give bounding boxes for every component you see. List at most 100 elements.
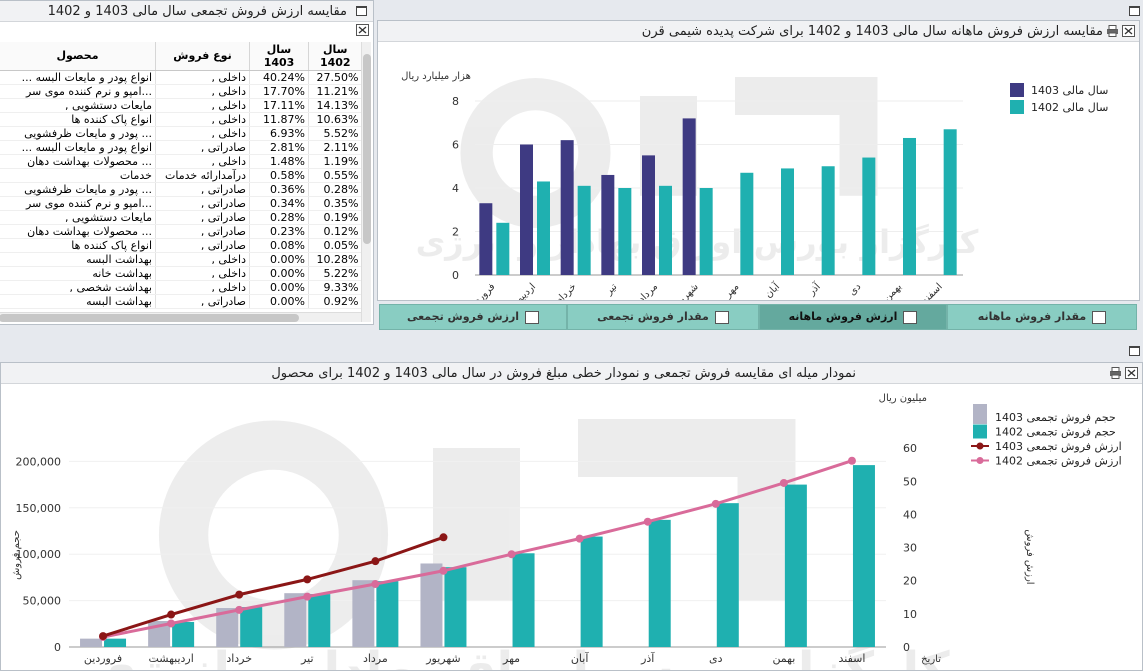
bar-1402 <box>577 185 591 275</box>
tab-label: ارزش فروش تجمعی <box>406 310 520 323</box>
scrollbar-thumb[interactable] <box>363 54 371 244</box>
col-header-type[interactable]: نوع فروش <box>155 42 250 71</box>
y-left-tick-label: 100,000 <box>16 548 62 561</box>
legend-label: سال مالی 1403 <box>1031 84 1108 97</box>
bar-1402 <box>784 484 807 647</box>
export-excel-icon[interactable] <box>356 24 369 36</box>
table-row[interactable]: 10.28% 0.00% داخلی , بهداشت البسه <box>0 252 362 267</box>
monthly-chart-title: مقایسه ارزش فروش ماهانه سال مالی 1403 و … <box>378 21 1139 42</box>
table-row[interactable]: 0.19% 0.28% صادراتی , مایعات دستشویی , <box>0 210 362 225</box>
table-row[interactable]: 0.05% 0.08% صادراتی , انواع پاک کننده ها <box>0 238 362 253</box>
cell-type: داخلی , <box>155 84 250 99</box>
table-row[interactable]: 1.19% 1.48% داخلی ,... محصولات بهداشت دهان <box>0 154 362 169</box>
legend-label: سال مالی 1402 <box>1031 101 1108 114</box>
scrollbar-thumb-h[interactable] <box>0 314 299 322</box>
cell-product: ...امپو و نرم کننده موی سر <box>0 84 156 99</box>
cell-product: مایعات دستشویی , <box>0 210 156 225</box>
cell-y1402: 0.55% <box>308 168 362 183</box>
x-tick-label: شهریور <box>670 281 701 301</box>
table-horizontal-scrollbar[interactable] <box>0 312 361 322</box>
y-right-unit-label: میلیون ریال <box>879 393 927 404</box>
col-header-product[interactable]: محصول <box>0 42 156 71</box>
table-vertical-scrollbar[interactable] <box>361 42 371 322</box>
watermark-shape <box>578 419 796 477</box>
cell-type: داخلی , <box>155 70 250 85</box>
bar-1402 <box>240 607 263 647</box>
cell-type: درآمدارائه خدمات <box>155 168 250 183</box>
line-point <box>167 619 176 628</box>
table-row[interactable]: 14.13% 17.11% داخلی , مایعات دستشویی , <box>0 98 362 113</box>
bar-1402 <box>862 157 876 275</box>
bar-1403 <box>682 118 696 276</box>
maximize-icon[interactable] <box>1129 346 1140 356</box>
bar-1402 <box>648 519 671 647</box>
print-icon[interactable] <box>1109 367 1122 379</box>
bar-1402 <box>512 553 535 647</box>
legend-swatch <box>1010 83 1024 97</box>
y-right-tick-label: 60 <box>903 442 917 455</box>
tab-4[interactable]: ارزش فروش تجمعی <box>379 304 567 330</box>
x-tick-label: بهمن <box>882 281 904 301</box>
x-tick-label: خرداد <box>554 281 578 301</box>
y-right-tick-label: 10 <box>903 608 917 621</box>
sales-share-table: سال 1402 سال 1403 نوع فروش محصول 27.50% 4… <box>0 42 362 309</box>
cell-type: داخلی , <box>155 252 250 267</box>
cell-y1402: 5.52% <box>308 126 362 141</box>
table-row[interactable]: 10.63% 11.87% داخلی , انواع پاک کننده ها <box>0 112 362 127</box>
cell-y1402: 5.22% <box>308 266 362 281</box>
watermark-shape <box>735 77 878 115</box>
tab-label: ارزش فروش ماهانه <box>788 310 898 323</box>
cell-y1403: 1.48% <box>249 154 309 169</box>
maximize-icon[interactable] <box>1129 6 1140 16</box>
table-row[interactable]: 5.52% 6.93% داخلی ,... پودر و مایعات ظرفشو… <box>0 126 362 141</box>
line-1403 <box>102 535 444 638</box>
table-row[interactable]: 2.11% 2.81% صادراتی , انواع پودر و مایعات ا… <box>0 140 362 155</box>
export-excel-icon[interactable] <box>1125 367 1138 379</box>
col-header-1402[interactable]: سال 1402 <box>308 42 362 71</box>
table-header-row: سال 1402 سال 1403 نوع فروش محصول <box>0 42 362 71</box>
table-row[interactable]: 0.35% 0.34% صادراتی , ...امپو و نرم کننده م… <box>0 196 362 211</box>
line-point <box>847 456 856 465</box>
line-point <box>235 605 244 614</box>
table-row[interactable]: 0.92% 0.00% صادراتی , بهداشت البسه <box>0 294 362 309</box>
cell-product: ... محصولات بهداشت دهان <box>0 224 156 239</box>
table-row[interactable]: 9.33% 0.00% داخلی , بهداشت شخصی , <box>0 280 362 295</box>
table-row[interactable]: 0.12% 0.23% صادراتی ,... محصولات بهداشت ده… <box>0 224 362 239</box>
bar-1402 <box>376 581 399 647</box>
cell-product: ... پودر و مایعات ظرفشویی <box>0 126 156 141</box>
cell-type: داخلی , <box>155 154 250 169</box>
y-tick-label: 4 <box>452 182 459 195</box>
x-tick-label: بهمن <box>772 652 795 665</box>
cell-product: ...امپو و نرم کننده موی سر <box>0 196 156 211</box>
col-header-1403[interactable]: سال 1403 <box>249 42 309 71</box>
cell-y1403: 17.11% <box>249 98 309 113</box>
x-tick-label: تیر <box>300 652 313 665</box>
cell-type: داخلی , <box>155 98 250 113</box>
bar-1403 <box>560 140 574 275</box>
line-point <box>371 557 380 566</box>
table-row[interactable]: 0.28% 0.36% صادراتی ,... پودر و مایعات ظرف… <box>0 182 362 197</box>
maximize-icon[interactable] <box>356 6 367 16</box>
table-row[interactable]: 0.55% 0.58% درآمدارائه خدمات خدمات <box>0 168 362 183</box>
x-tick-label: مهر <box>722 281 741 300</box>
cell-y1403: 0.08% <box>249 238 309 253</box>
bar-1403 <box>601 174 615 275</box>
bar-1402 <box>821 166 835 275</box>
export-excel-icon[interactable] <box>1122 25 1135 37</box>
cell-y1402: 10.63% <box>308 112 362 127</box>
print-icon[interactable] <box>1106 25 1119 37</box>
bar-1402 <box>943 129 957 275</box>
x-tick-label: اردیبهشت <box>148 652 193 665</box>
bar-1403 <box>420 563 443 647</box>
y-tick-label: 8 <box>452 95 459 108</box>
tab-1[interactable]: مقدار فروش ماهانه <box>947 304 1137 330</box>
table-row[interactable]: 27.50% 40.24% داخلی , انواع پودر و مایعات ا… <box>0 70 362 85</box>
line-1402 <box>102 459 853 639</box>
table-row[interactable]: 11.21% 17.70% داخلی , ...امپو و نرم کننده م… <box>0 84 362 99</box>
bar-1402 <box>781 168 794 275</box>
tab-2[interactable]: ارزش فروش ماهانه <box>759 304 947 330</box>
line-point <box>779 478 788 487</box>
line-point <box>303 592 312 601</box>
table-row[interactable]: 5.22% 0.00% داخلی , بهداشت خانه <box>0 266 362 281</box>
tab-3[interactable]: مقدار فروش تجمعی <box>567 304 759 330</box>
